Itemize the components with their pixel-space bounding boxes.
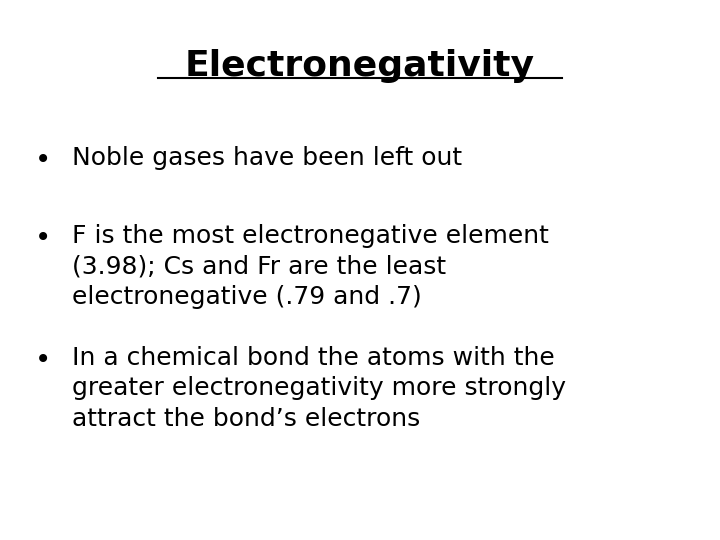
Text: •: • xyxy=(35,346,51,374)
Text: •: • xyxy=(35,224,51,252)
Text: Noble gases have been left out: Noble gases have been left out xyxy=(72,146,462,170)
Text: Electronegativity: Electronegativity xyxy=(185,49,535,83)
Text: F is the most electronegative element
(3.98); Cs and Fr are the least
electroneg: F is the most electronegative element (3… xyxy=(72,224,549,309)
Text: In a chemical bond the atoms with the
greater electronegativity more strongly
at: In a chemical bond the atoms with the gr… xyxy=(72,346,566,431)
Text: •: • xyxy=(35,146,51,174)
